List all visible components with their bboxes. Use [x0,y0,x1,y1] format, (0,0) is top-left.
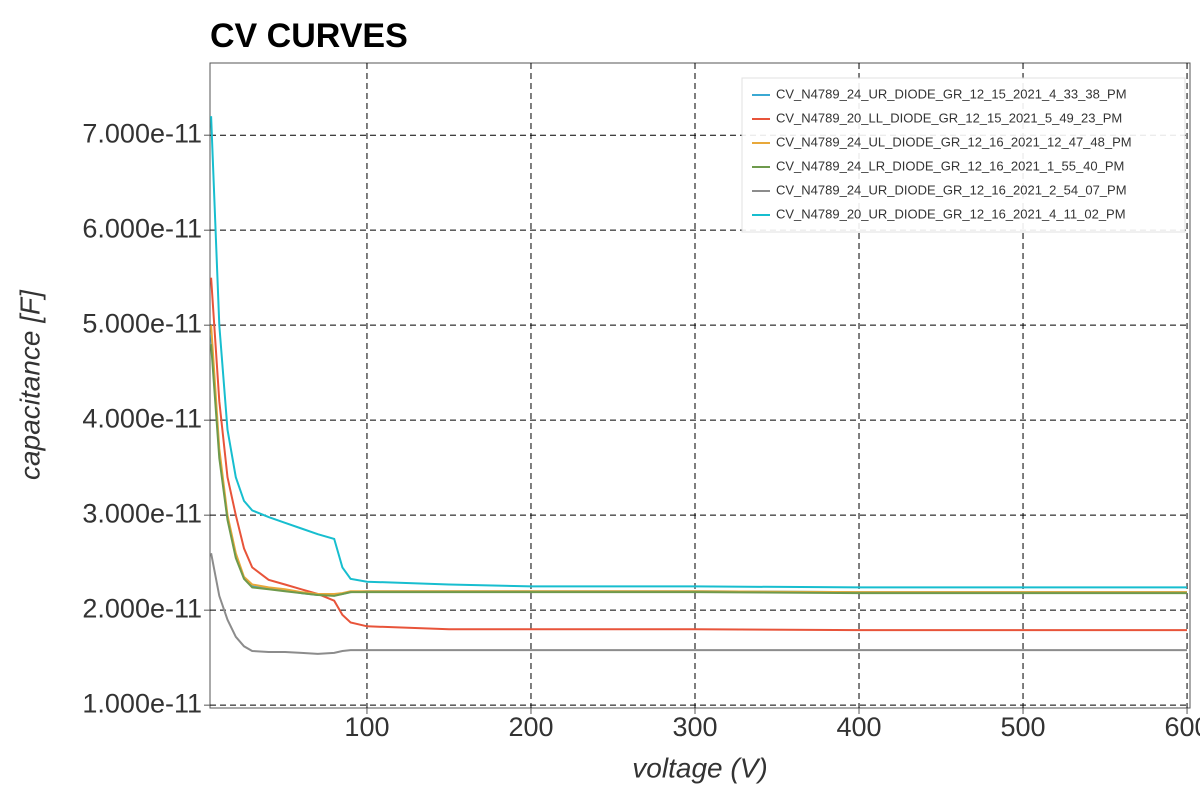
y-tick-label: 4.000e-11 [82,403,202,433]
series-line [210,277,1187,632]
legend-label: CV_N4789_20_UR_DIODE_GR_12_16_2021_4_11_… [776,206,1126,221]
series-line [210,553,1187,655]
legend: CV_N4789_24_UR_DIODE_GR_12_15_2021_4_33_… [741,77,1186,233]
series-line [210,116,1187,589]
legend-label: CV_N4789_24_LR_DIODE_GR_12_16_2021_1_55_… [776,158,1124,173]
legend-label: CV_N4789_20_LL_DIODE_GR_12_15_2021_5_49_… [776,110,1122,125]
y-tick-label: 1.000e-11 [82,688,202,718]
y-tick-label: 6.000e-11 [82,213,202,243]
x-tick-label: 500 [1000,712,1045,742]
chart-title: CV CURVES [210,17,408,55]
y-tick-label: 2.000e-11 [82,593,202,623]
x-tick-label: 400 [836,712,881,742]
legend-label: CV_N4789_24_UL_DIODE_GR_12_16_2021_12_47… [776,134,1132,149]
y-tick-label: 3.000e-11 [82,498,202,528]
series-line [210,344,1187,597]
y-tick-label: 7.000e-11 [82,118,202,148]
x-tick-label: 600 [1165,712,1200,742]
x-tick-label: 100 [344,712,389,742]
y-axis-label: capacitance [F] [14,289,45,480]
y-tick-label: 5.000e-11 [82,308,202,338]
legend-label: CV_N4789_24_UR_DIODE_GR_12_15_2021_4_33_… [776,86,1127,101]
x-tick-label: 200 [508,712,553,742]
legend-label: CV_N4789_24_UR_DIODE_GR_12_16_2021_2_54_… [776,182,1127,197]
legend-box [741,77,1186,233]
x-tick-label: 300 [672,712,717,742]
x-axis-label: voltage (V) [632,752,767,783]
